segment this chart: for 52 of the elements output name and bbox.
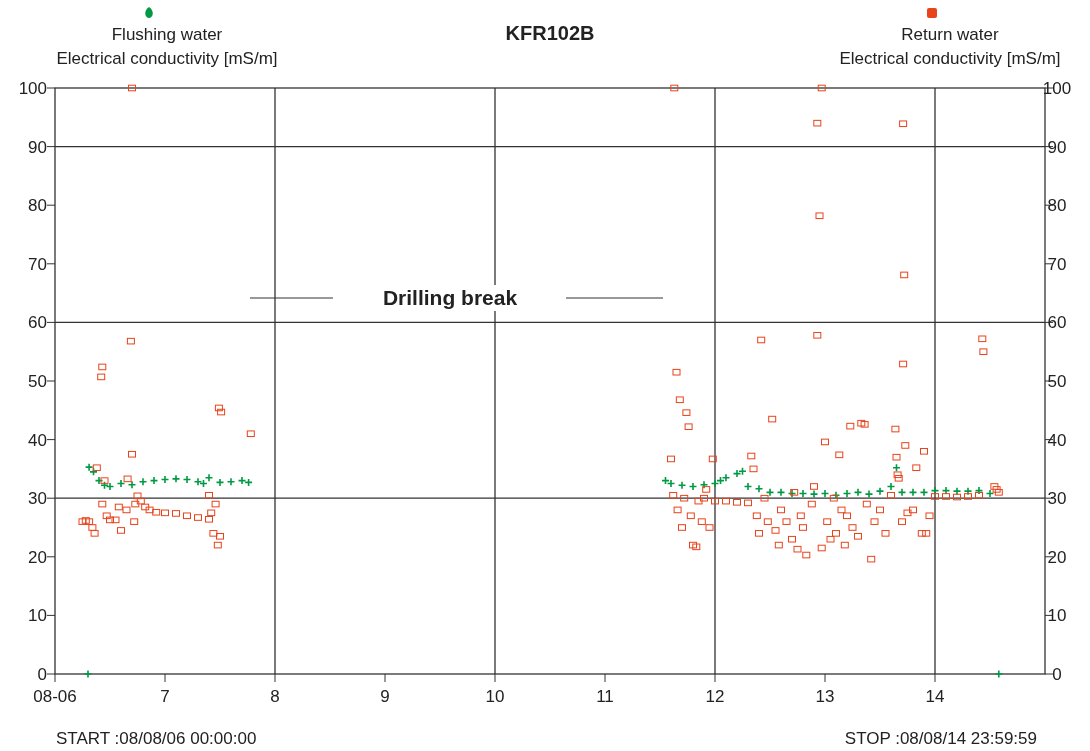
point — [138, 477, 148, 487]
x-tick-label: 14 — [925, 687, 945, 706]
y-axis-title: Electrical conductivity [mS/m] — [56, 49, 278, 68]
y-tick-label: 20 — [28, 547, 47, 567]
chart-title: KFR102B — [505, 22, 595, 44]
x-tick-label: 13 — [815, 687, 835, 706]
point — [952, 486, 962, 496]
y2-tick-label: 20 — [1047, 547, 1067, 567]
point — [699, 480, 709, 490]
point — [809, 489, 819, 499]
point — [226, 477, 236, 487]
x-tick-label: 10 — [485, 687, 505, 706]
y2-tick-label: 80 — [1047, 196, 1067, 216]
legend-label: Flushing water — [111, 25, 223, 44]
y-tick-label: 0 — [37, 665, 47, 684]
y2-tick-label: 0 — [1052, 665, 1062, 684]
y2-tick-label: 100 — [1042, 79, 1072, 98]
annotation: Drilling break — [382, 286, 518, 309]
y-tick-label: 90 — [28, 137, 47, 157]
y-tick-label: 30 — [28, 489, 47, 509]
y2-axis-title: Electrical conductivity [mS/m] — [839, 49, 1061, 68]
text: STOP :08/08/14 23:59:59 — [844, 729, 1037, 748]
y2-tick-label: 10 — [1047, 606, 1067, 626]
x-tick-label: 08-06 — [33, 687, 77, 706]
point — [83, 669, 93, 679]
x-tick-label: 7 — [160, 687, 170, 706]
y2-tick-label: 70 — [1047, 254, 1067, 274]
y2-tick-label: 60 — [1047, 313, 1067, 333]
legend-label: Return water — [901, 25, 999, 44]
y-tick-label: 60 — [28, 313, 47, 333]
point — [994, 669, 1004, 679]
point — [171, 474, 181, 484]
x-tick-label: 12 — [705, 687, 725, 706]
y2-tick-label: 40 — [1047, 430, 1067, 450]
point — [127, 480, 137, 490]
y-tick-label: 40 — [28, 430, 47, 450]
y-tick-label: 80 — [28, 196, 47, 216]
x-tick-label: 11 — [596, 687, 614, 706]
y-tick-label: 100 — [18, 79, 47, 98]
y-tick-label: 10 — [28, 606, 47, 626]
y-tick-label: 50 — [28, 372, 47, 391]
point — [875, 486, 885, 496]
point — [963, 486, 973, 496]
y-tick-label: 70 — [28, 254, 47, 274]
point — [864, 489, 874, 499]
y2-tick-label: 50 — [1047, 372, 1067, 391]
y2-tick-label: 30 — [1047, 489, 1067, 509]
x-tick-label: 9 — [380, 687, 390, 706]
text: START :08/08/06 00:00:00 — [56, 729, 257, 748]
x-tick-label: 8 — [270, 687, 280, 706]
point — [754, 484, 764, 494]
y2-tick-label: 90 — [1047, 137, 1067, 157]
